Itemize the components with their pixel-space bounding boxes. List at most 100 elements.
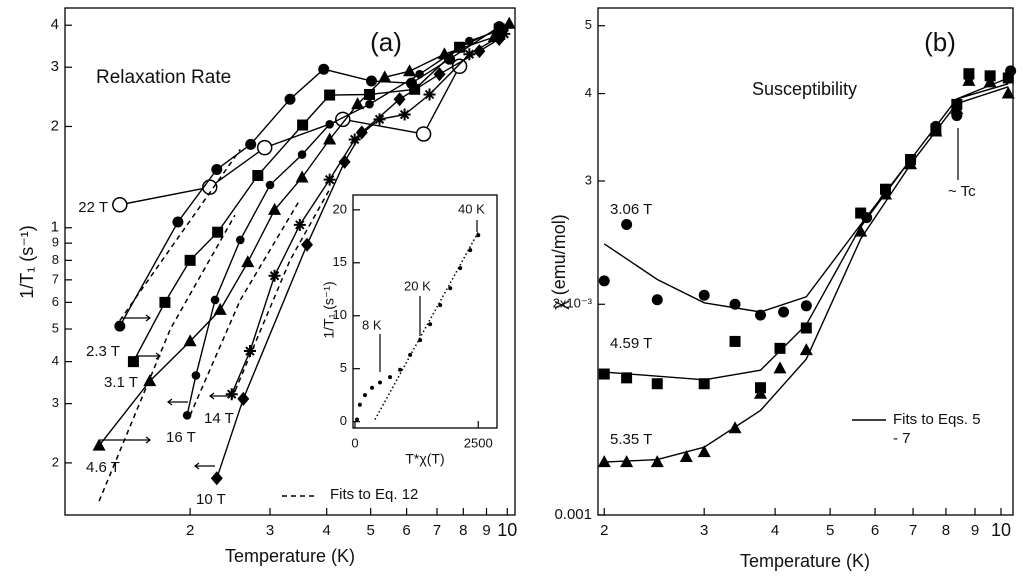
marker-circle bbox=[114, 320, 126, 332]
marker-dot bbox=[325, 120, 334, 129]
marker-star bbox=[243, 345, 256, 358]
series-line bbox=[98, 23, 510, 447]
x-tick-label: 5 bbox=[367, 522, 375, 539]
marker-square bbox=[855, 207, 867, 219]
legend-label: Fits to Eqs. 5 - 7 bbox=[893, 411, 981, 447]
marker-tiny bbox=[357, 402, 362, 407]
marker-square bbox=[184, 254, 196, 266]
panel-subtitle: Relaxation Rate bbox=[96, 67, 231, 88]
marker-star bbox=[268, 269, 281, 282]
y-tick-label: 4 bbox=[585, 85, 592, 100]
marker-triangle bbox=[351, 97, 365, 110]
marker-triangle bbox=[295, 170, 309, 183]
marker-dot bbox=[210, 295, 220, 305]
marker-diamond bbox=[210, 471, 223, 486]
marker-diamond bbox=[355, 125, 368, 140]
y-tick-label: 4 bbox=[51, 16, 59, 33]
marker-square bbox=[212, 226, 224, 238]
marker-triangle bbox=[378, 70, 392, 83]
marker-square bbox=[324, 89, 336, 101]
series-label: 4.59 T bbox=[610, 335, 652, 352]
marker-triangle bbox=[213, 302, 227, 315]
panel-label: (a) bbox=[370, 27, 402, 57]
series-label: 22 T bbox=[78, 199, 108, 216]
panel-subtitle: Susceptibility bbox=[752, 79, 857, 99]
marker-circle bbox=[698, 289, 710, 301]
marker-open-circle bbox=[415, 126, 432, 142]
marker-star bbox=[225, 388, 238, 401]
y-tick-label: 5 bbox=[52, 320, 59, 335]
annotation: 40 K bbox=[458, 201, 485, 216]
y-tick-label: 1 bbox=[51, 219, 59, 236]
series-label: 3.06 T bbox=[610, 201, 652, 218]
marker-diamond bbox=[433, 67, 446, 82]
y-tick-label: 0.001 bbox=[554, 506, 592, 523]
marker-square bbox=[729, 335, 741, 347]
marker-triangle bbox=[183, 334, 197, 347]
marker-triangle bbox=[754, 386, 768, 399]
marker-square bbox=[252, 169, 264, 181]
series-label: 16 T bbox=[166, 429, 196, 446]
y-axis-label: χ (emu/mol) bbox=[549, 214, 569, 309]
y-tick-label: 2 bbox=[51, 117, 59, 134]
marker-star bbox=[398, 108, 411, 121]
marker-dot bbox=[297, 150, 307, 159]
marker-triangle bbox=[773, 361, 787, 374]
marker-tiny bbox=[458, 266, 463, 271]
marker-circle bbox=[318, 63, 330, 75]
x-axis-label: T*χ(T) bbox=[405, 451, 444, 467]
marker-triangle bbox=[679, 450, 693, 463]
y-tick-label: 3 bbox=[51, 58, 59, 75]
marker-circle bbox=[172, 216, 184, 228]
y-tick-label: 15 bbox=[333, 254, 347, 269]
y-tick-label: 3 bbox=[52, 395, 59, 410]
marker-triangle bbox=[241, 255, 255, 268]
marker-dot bbox=[235, 235, 245, 245]
x-tick-label: 2 bbox=[600, 522, 608, 539]
marker-square bbox=[651, 378, 663, 390]
annotation: 20 K bbox=[404, 278, 431, 293]
marker-open-circle bbox=[256, 139, 273, 156]
y-axis-label: 1/T₁ (s⁻¹) bbox=[321, 281, 337, 338]
x-tick-label: 0 bbox=[351, 435, 358, 450]
series-label: 14 T bbox=[204, 410, 234, 427]
series-label: 2.3 T bbox=[86, 343, 120, 360]
series-label: 10 T bbox=[196, 491, 226, 508]
marker-dot bbox=[182, 411, 192, 420]
y-tick-label: 2 bbox=[52, 454, 59, 469]
marker-tiny bbox=[354, 417, 359, 422]
y-tick-label: 6 bbox=[52, 294, 59, 309]
y-tick-label: 20 bbox=[333, 201, 347, 216]
marker-tiny bbox=[370, 385, 375, 390]
marker-triangle bbox=[403, 64, 417, 77]
series-label: 3.1 T bbox=[104, 374, 138, 391]
marker-star bbox=[323, 173, 336, 186]
marker-triangle bbox=[650, 455, 664, 468]
marker-triangle bbox=[597, 455, 611, 468]
marker-circle bbox=[755, 309, 767, 321]
marker-circle bbox=[365, 75, 377, 87]
marker-square bbox=[800, 322, 812, 334]
annotation: ~ Tc bbox=[948, 183, 976, 200]
arrows bbox=[100, 128, 959, 470]
inset-frame bbox=[352, 194, 498, 429]
marker-triangle bbox=[143, 374, 157, 387]
marker-triangle bbox=[962, 73, 976, 86]
marker-diamond bbox=[493, 31, 506, 46]
x-axis-label: Temperature (K) bbox=[225, 546, 355, 566]
y-tick-label: 2x10⁻³ bbox=[553, 296, 593, 311]
marker-square bbox=[963, 68, 975, 80]
marker-square bbox=[621, 372, 633, 384]
marker-diamond bbox=[473, 44, 486, 59]
marker-circle bbox=[800, 300, 812, 312]
marker-dot bbox=[365, 99, 374, 109]
series-label: 5.35 T bbox=[610, 431, 652, 448]
marker-square bbox=[127, 356, 139, 368]
x-axis-label: Temperature (K) bbox=[740, 551, 870, 571]
y-tick-label: 5 bbox=[585, 17, 592, 32]
marker-triangle bbox=[950, 102, 964, 115]
marker-dot bbox=[265, 180, 275, 190]
marker-triangle bbox=[323, 132, 337, 145]
marker-diamond bbox=[393, 92, 406, 107]
